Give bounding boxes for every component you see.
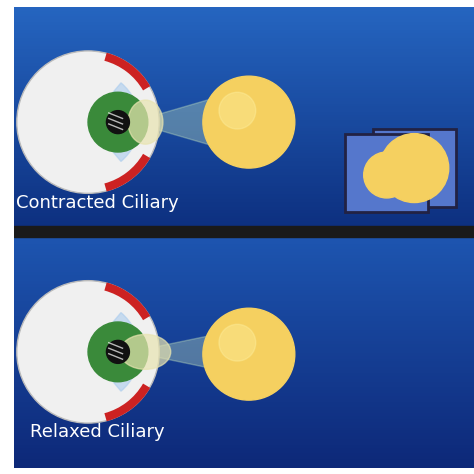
Ellipse shape <box>128 100 163 144</box>
Circle shape <box>17 281 159 423</box>
Wedge shape <box>88 312 139 391</box>
Polygon shape <box>132 90 242 155</box>
Circle shape <box>203 308 295 400</box>
Circle shape <box>88 322 148 382</box>
Circle shape <box>364 152 410 198</box>
Circle shape <box>219 324 256 361</box>
FancyBboxPatch shape <box>346 134 428 212</box>
Circle shape <box>380 134 449 202</box>
Circle shape <box>107 110 129 134</box>
Ellipse shape <box>120 335 171 369</box>
Circle shape <box>17 51 159 193</box>
Wedge shape <box>88 83 139 162</box>
FancyBboxPatch shape <box>373 129 456 207</box>
Circle shape <box>203 76 295 168</box>
Circle shape <box>219 92 256 129</box>
Circle shape <box>107 340 129 364</box>
Polygon shape <box>132 327 254 377</box>
Text: Relaxed Ciliary: Relaxed Ciliary <box>30 423 164 441</box>
Text: Contracted Ciliary: Contracted Ciliary <box>16 194 179 212</box>
Circle shape <box>88 92 148 152</box>
